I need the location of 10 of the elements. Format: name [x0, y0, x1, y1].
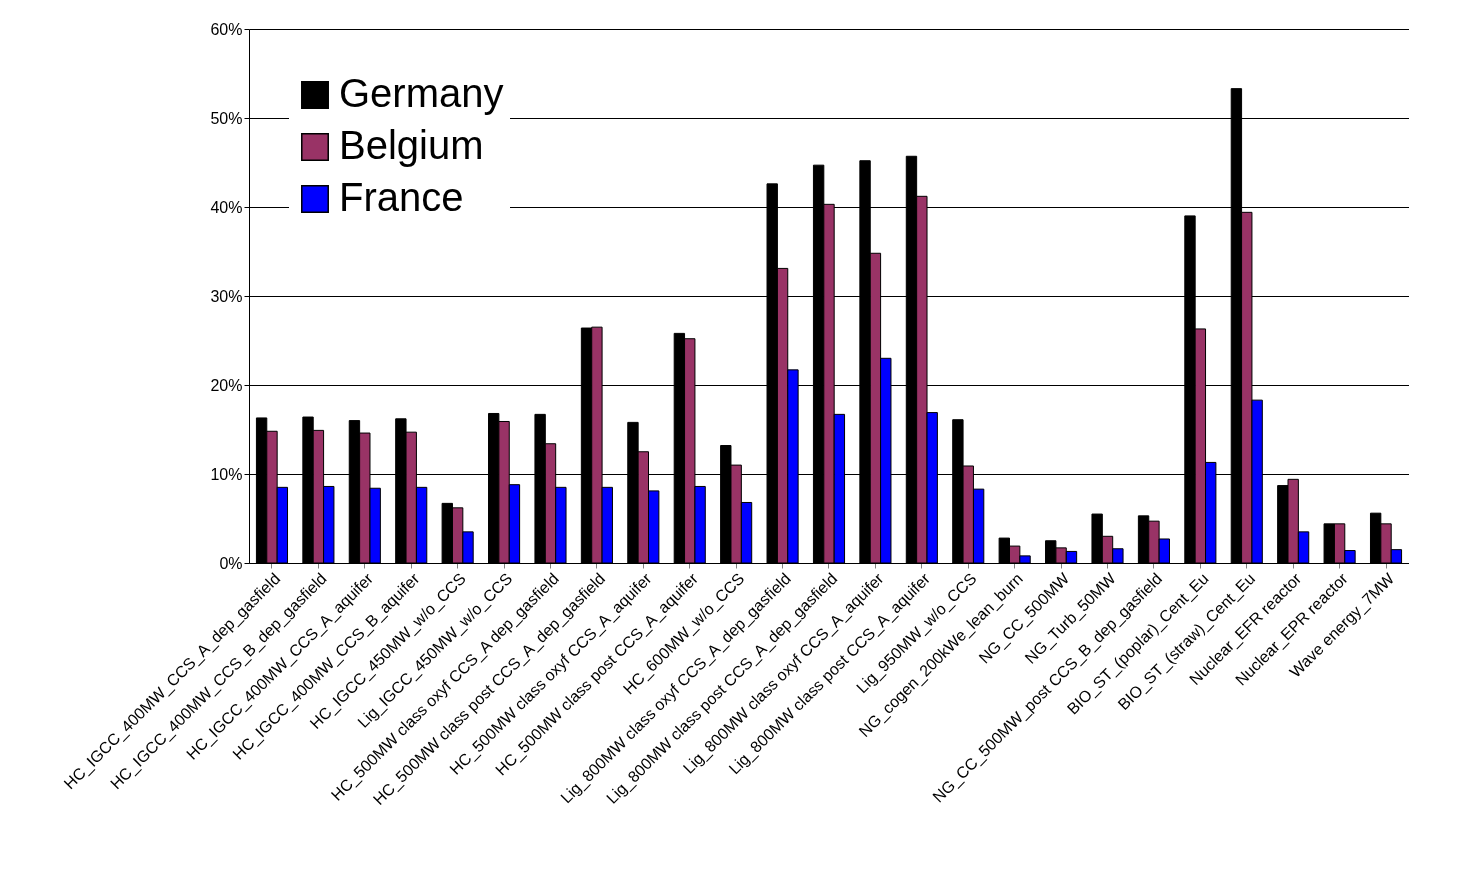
y-tick-label: 20%: [210, 376, 243, 394]
legend-label: France: [339, 175, 464, 219]
y-tick-label: 40%: [210, 198, 243, 216]
legend-label: Germany: [339, 71, 504, 115]
y-tick-label: 60%: [210, 20, 243, 38]
y-tick-label: 0%: [219, 554, 243, 572]
legend-label: Belgium: [339, 123, 484, 167]
y-tick-label: 10%: [210, 465, 243, 483]
y-tick-label: 50%: [210, 109, 243, 127]
y-tick-label: 30%: [210, 287, 243, 305]
